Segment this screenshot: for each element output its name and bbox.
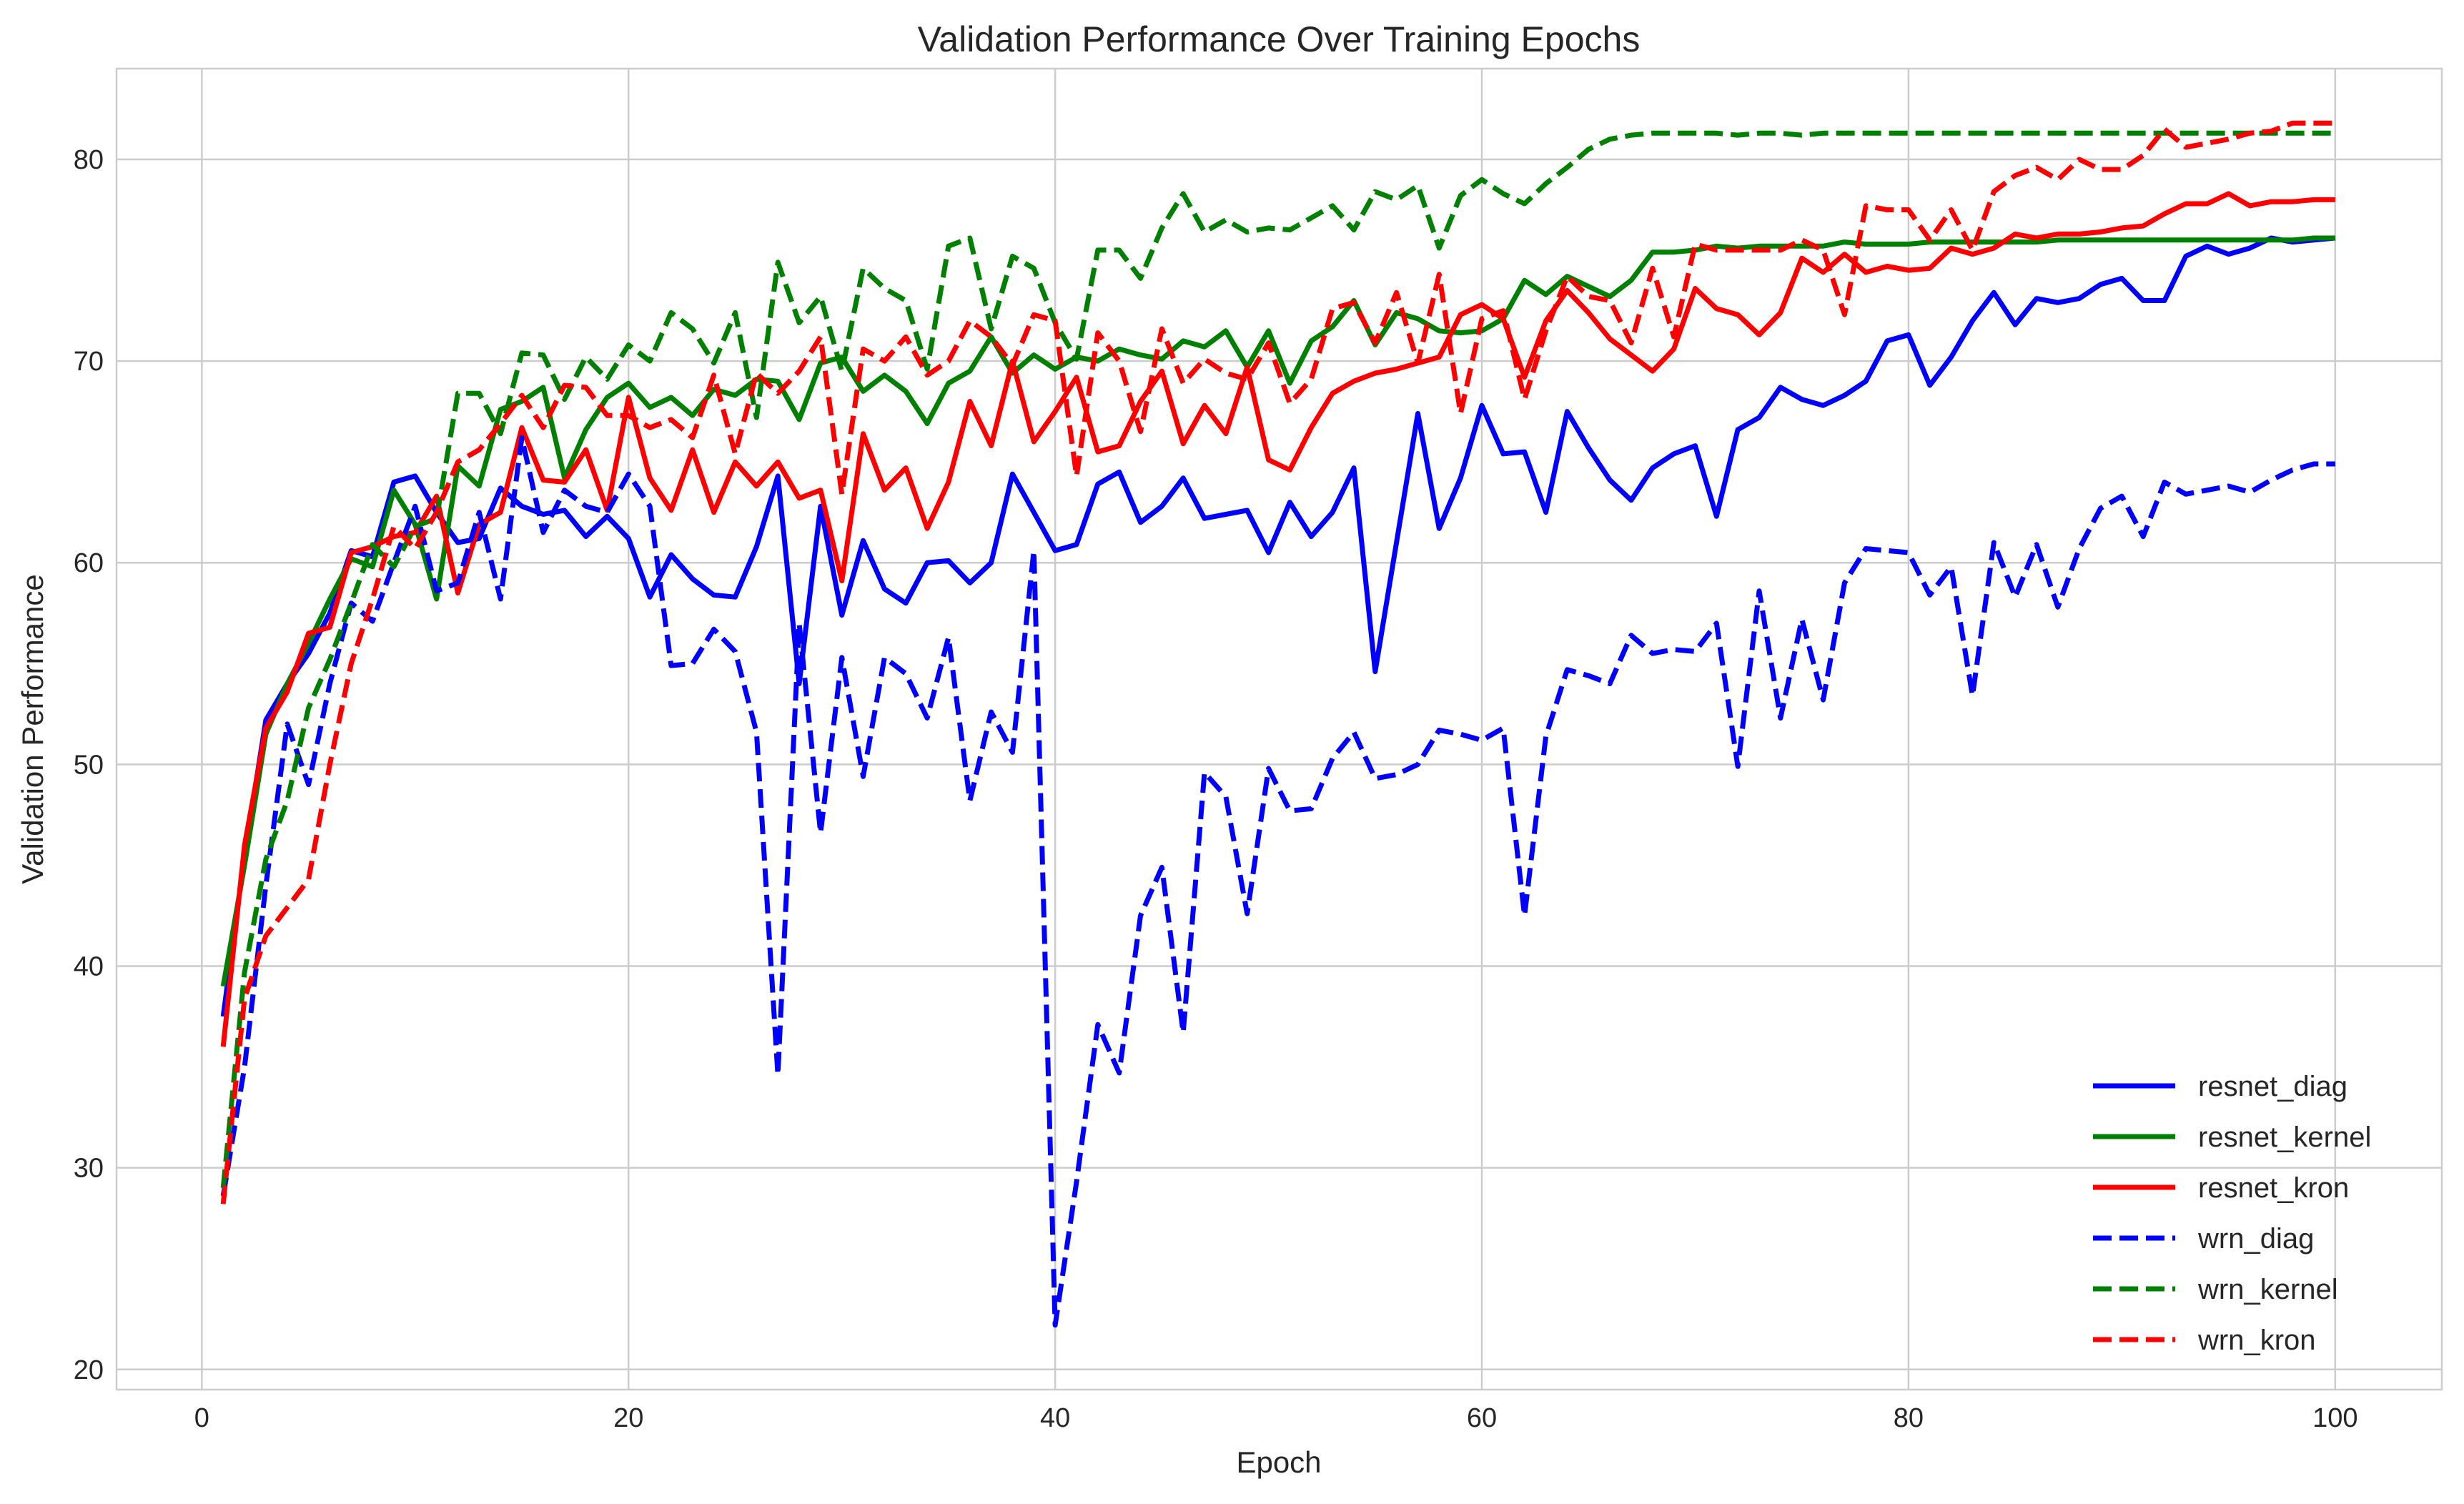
series-line-wrn-kernel <box>220 130 2335 1189</box>
chart-title: Validation Performance Over Training Epo… <box>918 19 1641 59</box>
x-tick-label: 80 <box>1894 1403 1924 1433</box>
x-tick-label: 40 <box>1040 1403 1070 1433</box>
y-tick-label: 30 <box>74 1154 104 1184</box>
legend-item: resnet_kernel <box>2093 1122 2371 1153</box>
y-tick-label: 80 <box>74 145 104 175</box>
legend-label: resnet_kron <box>2198 1172 2349 1204</box>
series-line-wrn-diag <box>220 435 2335 1328</box>
legend-label: wrn_kernel <box>2197 1274 2338 1305</box>
y-tick-label: 70 <box>74 347 104 377</box>
y-tick-label: 50 <box>74 750 104 780</box>
plot-area-background <box>115 67 2443 1391</box>
legend-item: resnet_kron <box>2093 1172 2349 1204</box>
y-tick-label: 40 <box>74 952 104 982</box>
grid-lines <box>117 69 2442 1390</box>
legend-label: wrn_kron <box>2197 1325 2316 1356</box>
series-line-wrn-kron <box>220 120 2335 1204</box>
y-tick-label: 20 <box>74 1355 104 1385</box>
legend-label: resnet_diag <box>2198 1071 2347 1102</box>
y-tick-label: 60 <box>74 548 104 578</box>
series-line-resnet-kernel <box>220 235 2335 987</box>
x-axis-label: Epoch <box>1236 1445 1321 1479</box>
y-axis-label: Validation Performance <box>16 574 49 884</box>
x-tick-label: 60 <box>1467 1403 1497 1433</box>
series-line-resnet-kron <box>220 191 2335 1047</box>
series-line-resnet-diag <box>220 235 2336 1017</box>
legend-item: wrn_diag <box>2093 1223 2314 1255</box>
legend-label: wrn_diag <box>2197 1223 2314 1255</box>
series-lines <box>220 120 2336 1328</box>
tick-labels: 0 20 40 60 80 100 20 30 40 50 60 70 80 <box>74 145 2358 1433</box>
x-tick-label: 100 <box>2312 1403 2357 1433</box>
legend-item: wrn_kron <box>2093 1325 2316 1356</box>
legend-item: wrn_kernel <box>2093 1274 2338 1305</box>
legend: resnet_diag resnet_kernel resnet_kron wrn_d… <box>2093 1071 2371 1356</box>
legend-label: resnet_kernel <box>2198 1122 2371 1153</box>
x-tick-label: 20 <box>613 1403 643 1433</box>
legend-item: resnet_diag <box>2093 1071 2347 1102</box>
x-tick-label: 0 <box>194 1403 209 1433</box>
